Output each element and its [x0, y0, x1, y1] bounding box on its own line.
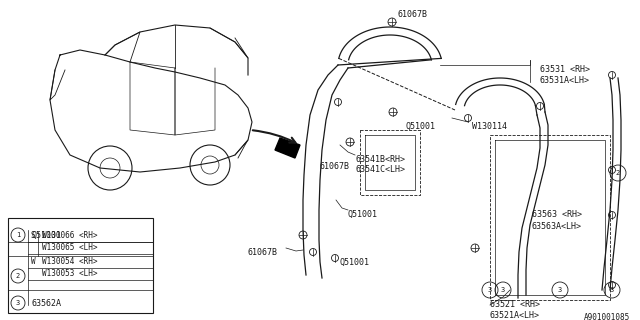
Text: S: S — [31, 231, 35, 241]
Polygon shape — [275, 138, 300, 158]
Text: 3: 3 — [501, 287, 505, 293]
Text: 63563 <RH>: 63563 <RH> — [532, 210, 582, 219]
Text: W130114: W130114 — [472, 122, 507, 131]
Text: 63531A<LH>: 63531A<LH> — [540, 76, 590, 85]
Text: W130066 <RH>: W130066 <RH> — [42, 231, 97, 241]
Text: 2: 2 — [16, 273, 20, 279]
Text: 61067B: 61067B — [320, 162, 350, 171]
Text: 63531 <RH>: 63531 <RH> — [540, 65, 590, 74]
Text: 61067B: 61067B — [248, 248, 278, 257]
Text: 61067B: 61067B — [398, 10, 428, 19]
FancyBboxPatch shape — [8, 218, 153, 313]
Text: 63521 <RH>: 63521 <RH> — [490, 300, 540, 309]
Text: Q51001: Q51001 — [348, 210, 378, 219]
Text: 3: 3 — [16, 300, 20, 306]
Text: A901001085: A901001085 — [584, 313, 630, 320]
Text: 3: 3 — [610, 287, 614, 293]
Text: Q51001: Q51001 — [406, 122, 436, 131]
Text: W130053 <LH>: W130053 <LH> — [42, 269, 97, 278]
Text: 1: 1 — [16, 232, 20, 238]
Text: 63562A: 63562A — [32, 299, 62, 308]
Text: 3: 3 — [558, 287, 562, 293]
Text: 63541C<LH>: 63541C<LH> — [355, 165, 405, 174]
Text: W130054 <RH>: W130054 <RH> — [42, 258, 97, 267]
Text: Q51001: Q51001 — [32, 230, 62, 239]
Text: 2: 2 — [616, 170, 620, 176]
Text: W130065 <LH>: W130065 <LH> — [42, 244, 97, 252]
Text: Q51001: Q51001 — [340, 258, 370, 267]
Text: 63521A<LH>: 63521A<LH> — [490, 311, 540, 320]
Text: W: W — [31, 258, 35, 267]
Text: 63541B<RH>: 63541B<RH> — [355, 155, 405, 164]
Text: 63563A<LH>: 63563A<LH> — [532, 222, 582, 231]
Text: 3: 3 — [488, 287, 492, 293]
